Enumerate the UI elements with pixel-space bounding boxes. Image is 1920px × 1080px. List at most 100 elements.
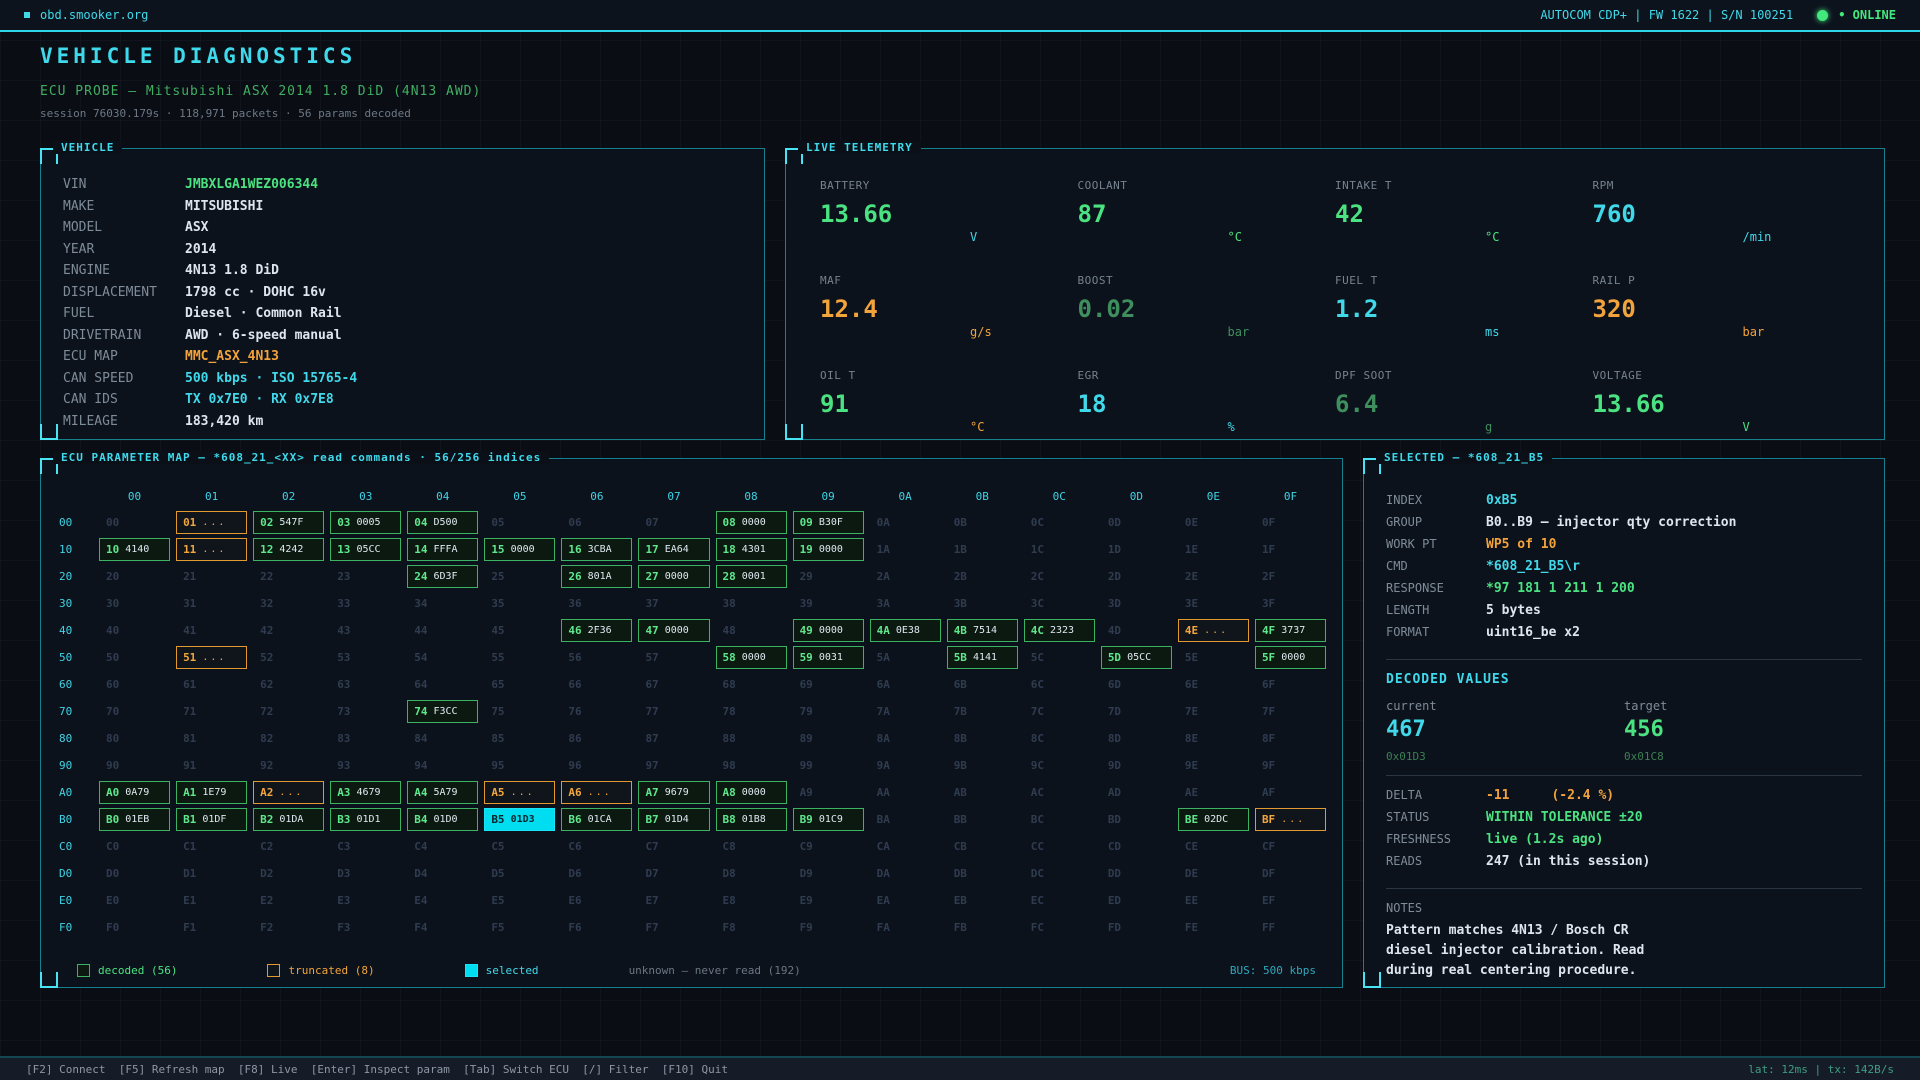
map-cell-4F[interactable]: 4F 3737 xyxy=(1254,619,1326,642)
map-cell-13[interactable]: 13 05CC xyxy=(330,538,402,561)
map-cell-BE[interactable]: BE 02DC xyxy=(1177,808,1249,831)
map-cell-02[interactable]: 02 547F xyxy=(253,511,325,534)
map-cell-A7[interactable]: A7 9679 xyxy=(638,781,710,804)
map-cell-A0[interactable]: A0 0A79 xyxy=(99,781,171,804)
map-cell-4B[interactable]: 4B 7514 xyxy=(946,619,1018,642)
map-cell-88: 88 xyxy=(716,727,787,750)
cell-index: 4F xyxy=(1261,624,1276,637)
cell-index: 67 xyxy=(645,678,659,691)
map-cell-15[interactable]: 15 0000 xyxy=(484,538,556,561)
map-cell-A4[interactable]: A4 5A79 xyxy=(407,781,479,804)
map-cell-18[interactable]: 18 4301 xyxy=(715,538,787,561)
cell-index: 03 xyxy=(337,516,351,529)
map-cell-59[interactable]: 59 0031 xyxy=(792,646,864,669)
grid-row-header: A0 xyxy=(59,786,73,799)
telemetry-panel-title: LIVE TELEMETRY xyxy=(798,141,921,154)
map-cell-C5: C5 xyxy=(484,835,555,858)
map-cell-10[interactable]: 10 4140 xyxy=(99,538,171,561)
map-cell-B5[interactable]: B5 01D3 xyxy=(484,808,556,831)
field-label: FRESHNESS xyxy=(1386,832,1452,846)
map-cell-04[interactable]: 04 D500 xyxy=(407,511,479,534)
cell-index: 50 xyxy=(106,651,120,664)
map-cell-A8[interactable]: A8 0000 xyxy=(715,781,787,804)
host-square-icon xyxy=(24,12,30,18)
map-cell-51[interactable]: 51... xyxy=(176,646,248,669)
field-label: VIN xyxy=(63,177,87,192)
selected-row: FORMAT uint16_be x2 xyxy=(1386,625,1862,647)
map-cell-B9[interactable]: B9 01C9 xyxy=(792,808,864,831)
map-cell-4E[interactable]: 4E... xyxy=(1177,619,1249,642)
map-cell-4C[interactable]: 4C 2323 xyxy=(1023,619,1095,642)
map-cell-B8[interactable]: B8 01B8 xyxy=(715,808,787,831)
map-cell-58[interactable]: 58 0000 xyxy=(715,646,787,669)
session-info: session 76030.179s · 118,971 packets · 5… xyxy=(40,107,411,120)
map-cell-A2[interactable]: A2... xyxy=(253,781,325,804)
map-cell-A6[interactable]: A6... xyxy=(561,781,633,804)
map-cell-B7[interactable]: B7 01D4 xyxy=(638,808,710,831)
cell-index: 59 xyxy=(799,651,813,664)
cell-index: 83 xyxy=(337,732,351,745)
cell-index: EA xyxy=(876,894,890,907)
map-cell-47[interactable]: 47 0000 xyxy=(638,619,710,642)
map-cell-24[interactable]: 24 6D3F xyxy=(407,565,479,588)
map-cell-43: 43 xyxy=(330,619,401,642)
map-cell-09[interactable]: 09 B30F xyxy=(792,511,864,534)
map-cell-19[interactable]: 19 0000 xyxy=(792,538,864,561)
map-cell-B1[interactable]: B1 01DF xyxy=(176,808,248,831)
map-cell-11[interactable]: 11... xyxy=(176,538,248,561)
map-cell-49[interactable]: 49 0000 xyxy=(792,619,864,642)
map-cell-5B[interactable]: 5B 4141 xyxy=(946,646,1018,669)
cell-index: 95 xyxy=(491,759,505,772)
map-cell-A5[interactable]: A5... xyxy=(484,781,556,804)
map-cell-AB: AB xyxy=(947,781,1018,804)
map-cell-B6[interactable]: B6 01CA xyxy=(561,808,633,831)
map-cell-12[interactable]: 12 4242 xyxy=(253,538,325,561)
selected-row: STATUS WITHIN TOLERANCE ±20 xyxy=(1386,810,1862,832)
cell-index: 1D xyxy=(1107,543,1122,556)
map-cell-3F: 3F xyxy=(1255,592,1326,615)
map-cell-2E: 2E xyxy=(1178,565,1249,588)
map-cell-B2[interactable]: B2 01DA xyxy=(253,808,325,831)
map-cell-08[interactable]: 08 0000 xyxy=(715,511,787,534)
cell-index: 46 xyxy=(568,624,582,637)
cell-value: ... xyxy=(510,787,535,798)
map-cell-56: 56 xyxy=(561,646,632,669)
map-cell-16[interactable]: 16 3CBA xyxy=(561,538,633,561)
field-value: MITSUBISHI xyxy=(185,198,264,214)
cell-index: 4D xyxy=(1107,624,1122,637)
map-cell-E1: E1 xyxy=(176,889,247,912)
map-cell-14[interactable]: 14 FFFA xyxy=(407,538,479,561)
map-cell-5D[interactable]: 5D 05CC xyxy=(1100,646,1172,669)
map-cell-74[interactable]: 74 F3CC xyxy=(407,700,479,723)
map-cell-17[interactable]: 17 EA64 xyxy=(638,538,710,561)
map-cell-46[interactable]: 46 2F36 xyxy=(561,619,633,642)
map-cell-B0[interactable]: B0 01EB xyxy=(99,808,171,831)
cell-index: A6 xyxy=(568,786,582,799)
map-cell-5F[interactable]: 5F 0000 xyxy=(1254,646,1326,669)
cell-index: 39 xyxy=(799,597,813,610)
grid-row-header: 90 xyxy=(59,759,73,772)
map-cell-B4[interactable]: B4 01D0 xyxy=(407,808,479,831)
map-cell-B3[interactable]: B3 01D1 xyxy=(330,808,402,831)
map-cell-A3[interactable]: A3 4679 xyxy=(330,781,402,804)
map-cell-27[interactable]: 27 0000 xyxy=(638,565,710,588)
cell-index: 88 xyxy=(722,732,736,745)
map-cell-26[interactable]: 26 801A xyxy=(561,565,633,588)
map-cell-32: 32 xyxy=(253,592,324,615)
map-cell-01[interactable]: 01... xyxy=(176,511,248,534)
link-stats: lat: 12ms | tx: 142B/s xyxy=(1748,1062,1894,1076)
cell-index: 8E xyxy=(1184,732,1199,745)
map-cell-A1[interactable]: A1 1E79 xyxy=(176,781,248,804)
map-cell-00: 00 xyxy=(99,511,170,534)
map-cell-1F: 1F xyxy=(1255,538,1326,561)
map-cell-BF[interactable]: BF... xyxy=(1254,808,1326,831)
map-cell-7D: 7D xyxy=(1101,700,1172,723)
cell-index: CB xyxy=(953,840,967,853)
map-cell-03[interactable]: 03 0005 xyxy=(330,511,402,534)
cell-index: C2 xyxy=(260,840,274,853)
telemetry-metric: VOLTAGE 13.66 V xyxy=(1593,369,1851,434)
map-cell-4A[interactable]: 4A 0E38 xyxy=(869,619,941,642)
cell-index: 2D xyxy=(1107,570,1122,583)
cell-index: 7B xyxy=(953,705,967,718)
map-cell-28[interactable]: 28 0001 xyxy=(715,565,787,588)
